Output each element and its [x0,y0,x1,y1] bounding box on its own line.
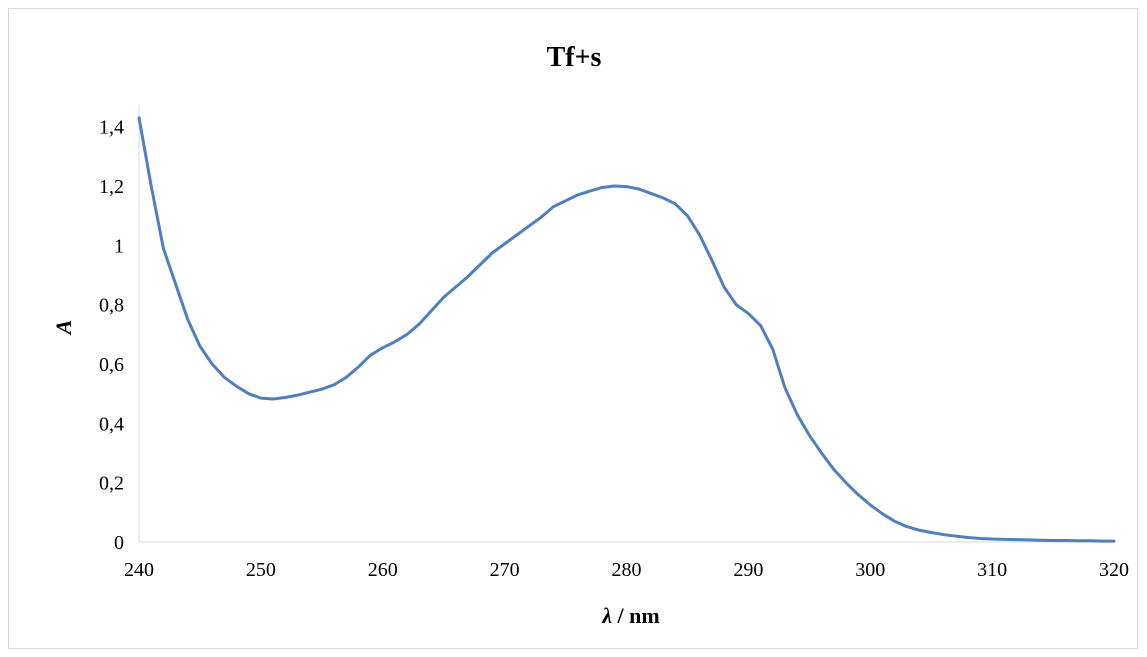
x-axis-title: λ / nm [601,603,659,628]
x-tick-label: 290 [733,559,763,581]
chart-title: Tf+s [547,42,602,73]
x-tick-label: 320 [1099,559,1129,581]
x-tick-label: 280 [612,559,642,581]
y-tick-label: 1,4 [99,117,124,139]
series-line [137,116,1116,543]
y-tick-labels: 0 0,2 0,4 0,6 0,8 1 1,2 1,4 [99,117,124,554]
x-tick-label: 300 [855,559,885,581]
chart-frame: Tf+s 240 250 260 270 280 290 300 310 320 0 0,2 0,4… [8,8,1138,649]
plot-series [137,116,1116,543]
y-tick-label: 0,8 [99,295,124,317]
chart-svg: Tf+s 240 250 260 270 280 290 300 310 320 0 0,2 0,4… [51,42,1129,628]
y-tick-label: 0,6 [99,354,124,376]
y-tick-label: 0,4 [99,413,124,435]
x-tick-label: 250 [246,559,276,581]
x-tick-label: 260 [368,559,398,581]
y-tick-label: 0 [114,532,124,554]
y-tick-label: 0,2 [99,473,124,495]
x-tick-label: 270 [490,559,520,581]
y-axis-title: A [51,320,76,337]
x-tick-label: 310 [977,559,1007,581]
axes [138,105,1114,543]
y-tick-label: 1 [114,235,124,257]
x-axis-unit: / nm [612,603,660,628]
x-axis-symbol: λ [601,603,612,628]
x-tick-label: 240 [124,559,154,581]
x-tick-labels: 240 250 260 270 280 290 300 310 320 [124,559,1129,581]
y-tick-label: 1,2 [99,176,124,198]
